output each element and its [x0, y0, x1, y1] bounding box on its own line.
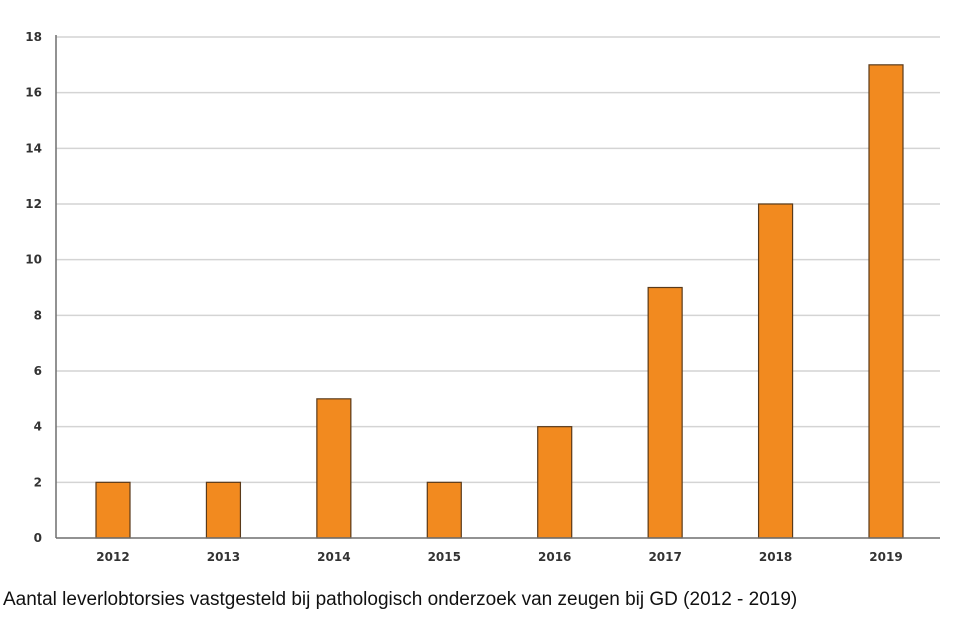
x-tick-label: 2013	[207, 550, 240, 564]
bar-2012	[95, 481, 131, 539]
y-tick-label: 10	[25, 253, 42, 267]
y-tick-label: 0	[34, 531, 42, 545]
bar-2014	[316, 398, 352, 539]
y-axis-ticks: 0 2 4 6 8 10 12 14 16 18	[25, 30, 42, 545]
x-tick-label: 2016	[538, 550, 571, 564]
x-tick-label: 2018	[759, 550, 792, 564]
bar-2019	[868, 64, 904, 539]
y-tick-label: 8	[34, 308, 42, 322]
x-axis-ticks: 2012 2013 2014 2015 2016 2017 2018 2019	[96, 550, 902, 564]
bar-2017	[647, 286, 683, 539]
x-tick-label: 2015	[428, 550, 461, 564]
y-tick-label: 16	[25, 86, 42, 100]
x-tick-label: 2019	[869, 550, 902, 564]
bar-2018	[757, 203, 794, 539]
y-tick-label: 6	[34, 364, 42, 378]
gridlines	[56, 36, 940, 484]
bar-chart: 0 2 4 6 8 10 12 14 16 18 2012 2013 2014 2015 2016 2017…	[25, 30, 940, 564]
chart-caption: Aantal leverlobtorsies vastgesteld bij p…	[3, 589, 798, 610]
y-tick-label: 12	[25, 197, 42, 211]
x-tick-label: 2014	[317, 550, 350, 564]
x-tick-label: 2012	[96, 550, 129, 564]
y-tick-label: 14	[25, 141, 42, 155]
x-tick-label: 2017	[648, 550, 681, 564]
bars	[95, 64, 904, 539]
y-tick-label: 4	[34, 420, 42, 434]
bar-2013	[205, 481, 242, 539]
y-tick-label: 18	[25, 30, 42, 44]
bar-2016	[537, 426, 573, 539]
bar-2015	[426, 481, 462, 539]
y-tick-label: 2	[34, 475, 42, 489]
